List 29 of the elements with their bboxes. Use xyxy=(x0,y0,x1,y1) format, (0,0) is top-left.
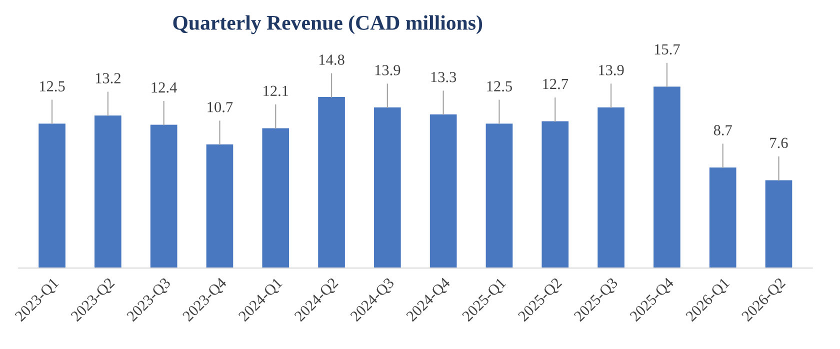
data-label: 12.4 xyxy=(152,82,177,93)
data-label: 7.6 xyxy=(770,138,788,148)
chart-title: Quarterly Revenue (CAD millions) xyxy=(173,15,482,34)
bar xyxy=(262,128,290,268)
bar xyxy=(38,124,66,268)
bar xyxy=(150,124,178,268)
bar xyxy=(654,86,680,268)
bar xyxy=(374,107,401,268)
bar xyxy=(94,115,122,268)
data-label: 13.9 xyxy=(375,65,400,76)
data-label: 13.9 xyxy=(599,65,624,76)
bar xyxy=(542,121,569,268)
data-label: 12.7 xyxy=(543,78,568,90)
data-label: 12.1 xyxy=(264,86,288,96)
bar xyxy=(206,144,234,268)
data-label: 8.7 xyxy=(714,125,732,136)
data-label: 14.8 xyxy=(320,54,344,65)
data-label: 15.7 xyxy=(654,44,680,55)
data-label: 12.5 xyxy=(40,81,65,92)
bar xyxy=(598,107,624,268)
data-label: 13.2 xyxy=(96,73,120,84)
bar xyxy=(318,97,345,268)
bar xyxy=(765,180,792,268)
bar xyxy=(430,114,457,268)
bar xyxy=(486,124,513,268)
data-label: 10.7 xyxy=(208,102,233,112)
data-label: 12.5 xyxy=(487,81,512,92)
bar xyxy=(709,167,736,268)
data-label: 13.3 xyxy=(431,72,456,82)
